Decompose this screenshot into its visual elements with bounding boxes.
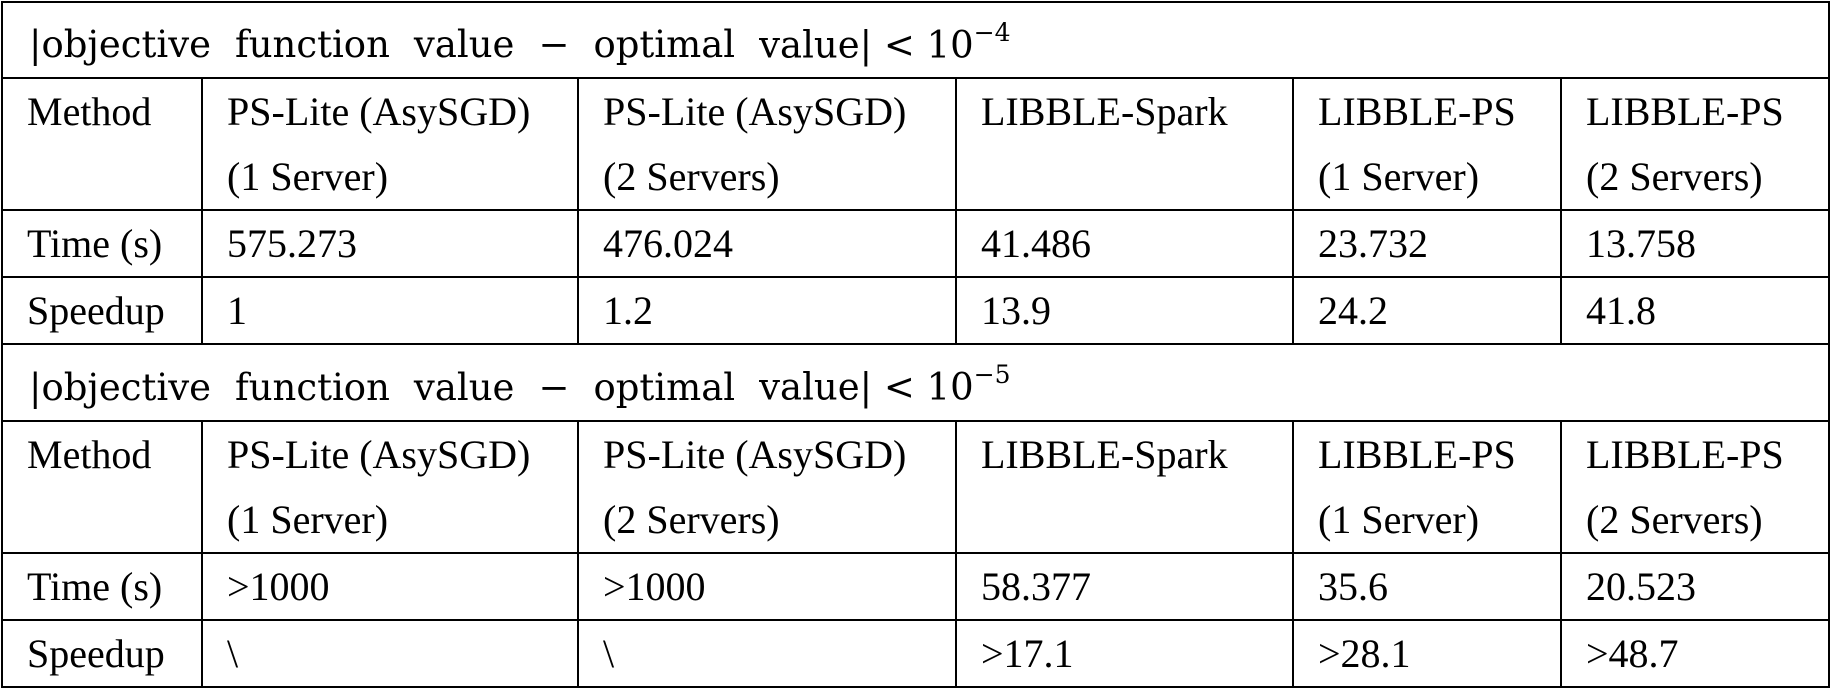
row-label: Method xyxy=(1,419,203,554)
exponent: −5 xyxy=(973,360,1011,390)
method-cell: LIBBLE-Spark xyxy=(955,419,1294,554)
row-label: Speedup xyxy=(1,618,203,688)
method-cell: PS-Lite (AsySGD) (1 Server) xyxy=(201,77,579,212)
speedup-cell: 1 xyxy=(201,276,579,346)
speedup-cell: \ xyxy=(577,618,957,688)
speedup-row: Speedup 1 1.2 13.9 24.2 41.8 xyxy=(1,276,1830,346)
time-cell: 23.732 xyxy=(1292,209,1562,279)
row-label: Time (s) xyxy=(1,551,203,621)
time-cell: >1000 xyxy=(201,551,579,621)
method-cell: PS-Lite (AsySGD) (2 Servers) xyxy=(577,77,957,212)
time-cell: 41.486 xyxy=(955,209,1294,279)
method-cell: LIBBLE-PS (1 Server) xyxy=(1292,419,1562,554)
method-cell: LIBBLE-PS (1 Server) xyxy=(1292,77,1562,212)
condition-header: |objective function value − optimal value| < … xyxy=(0,343,1830,422)
speedup-cell: \ xyxy=(201,618,579,688)
method-cell: LIBBLE-Spark xyxy=(955,77,1294,212)
row-label: Time (s) xyxy=(1,209,203,279)
speedup-cell: 41.8 xyxy=(1559,276,1830,346)
method-cell: LIBBLE-PS (2 Servers) xyxy=(1559,419,1830,554)
time-cell: 58.377 xyxy=(955,551,1294,621)
exponent: −4 xyxy=(973,18,1011,47)
time-row: Time (s) >1000 >1000 58.377 35.6 20.523 xyxy=(1,551,1830,621)
speedup-cell: >48.7 xyxy=(1559,618,1830,688)
speedup-cell: 1.2 xyxy=(577,276,957,346)
time-cell: 35.6 xyxy=(1292,551,1562,621)
method-row: Method PS-Lite (AsySGD) (1 Server) PS-Lit… xyxy=(1,77,1830,212)
time-cell: 575.273 xyxy=(201,209,579,279)
condition-row-2: |objective function value − optimal value| < … xyxy=(0,343,1830,422)
time-cell: 20.523 xyxy=(1559,551,1830,621)
time-cell: 476.024 xyxy=(577,209,957,279)
condition-row-1: |objective function value − optimal value| < … xyxy=(0,0,1830,80)
speedup-cell: 24.2 xyxy=(1292,276,1562,346)
method-cell: LIBBLE-PS (2 Servers) xyxy=(1559,77,1830,212)
method-cell: PS-Lite (AsySGD) (1 Server) xyxy=(201,419,579,554)
time-cell: >1000 xyxy=(577,551,957,621)
speedup-cell: >28.1 xyxy=(1292,618,1562,688)
time-cell: 13.758 xyxy=(1559,209,1830,279)
speedup-row: Speedup \ \ >17.1 >28.1 >48.7 xyxy=(1,618,1830,688)
time-row: Time (s) 575.273 476.024 41.486 23.732 1… xyxy=(1,209,1830,279)
condition-header: |objective function value − optimal value| < … xyxy=(0,0,1830,80)
method-cell: PS-Lite (AsySGD) (2 Servers) xyxy=(577,419,957,554)
speedup-cell: 13.9 xyxy=(955,276,1294,346)
row-label: Method xyxy=(1,77,203,212)
row-label: Speedup xyxy=(1,276,203,346)
speedup-cell: >17.1 xyxy=(955,618,1294,688)
method-row: Method PS-Lite (AsySGD) (1 Server) PS-Lit… xyxy=(1,419,1830,554)
